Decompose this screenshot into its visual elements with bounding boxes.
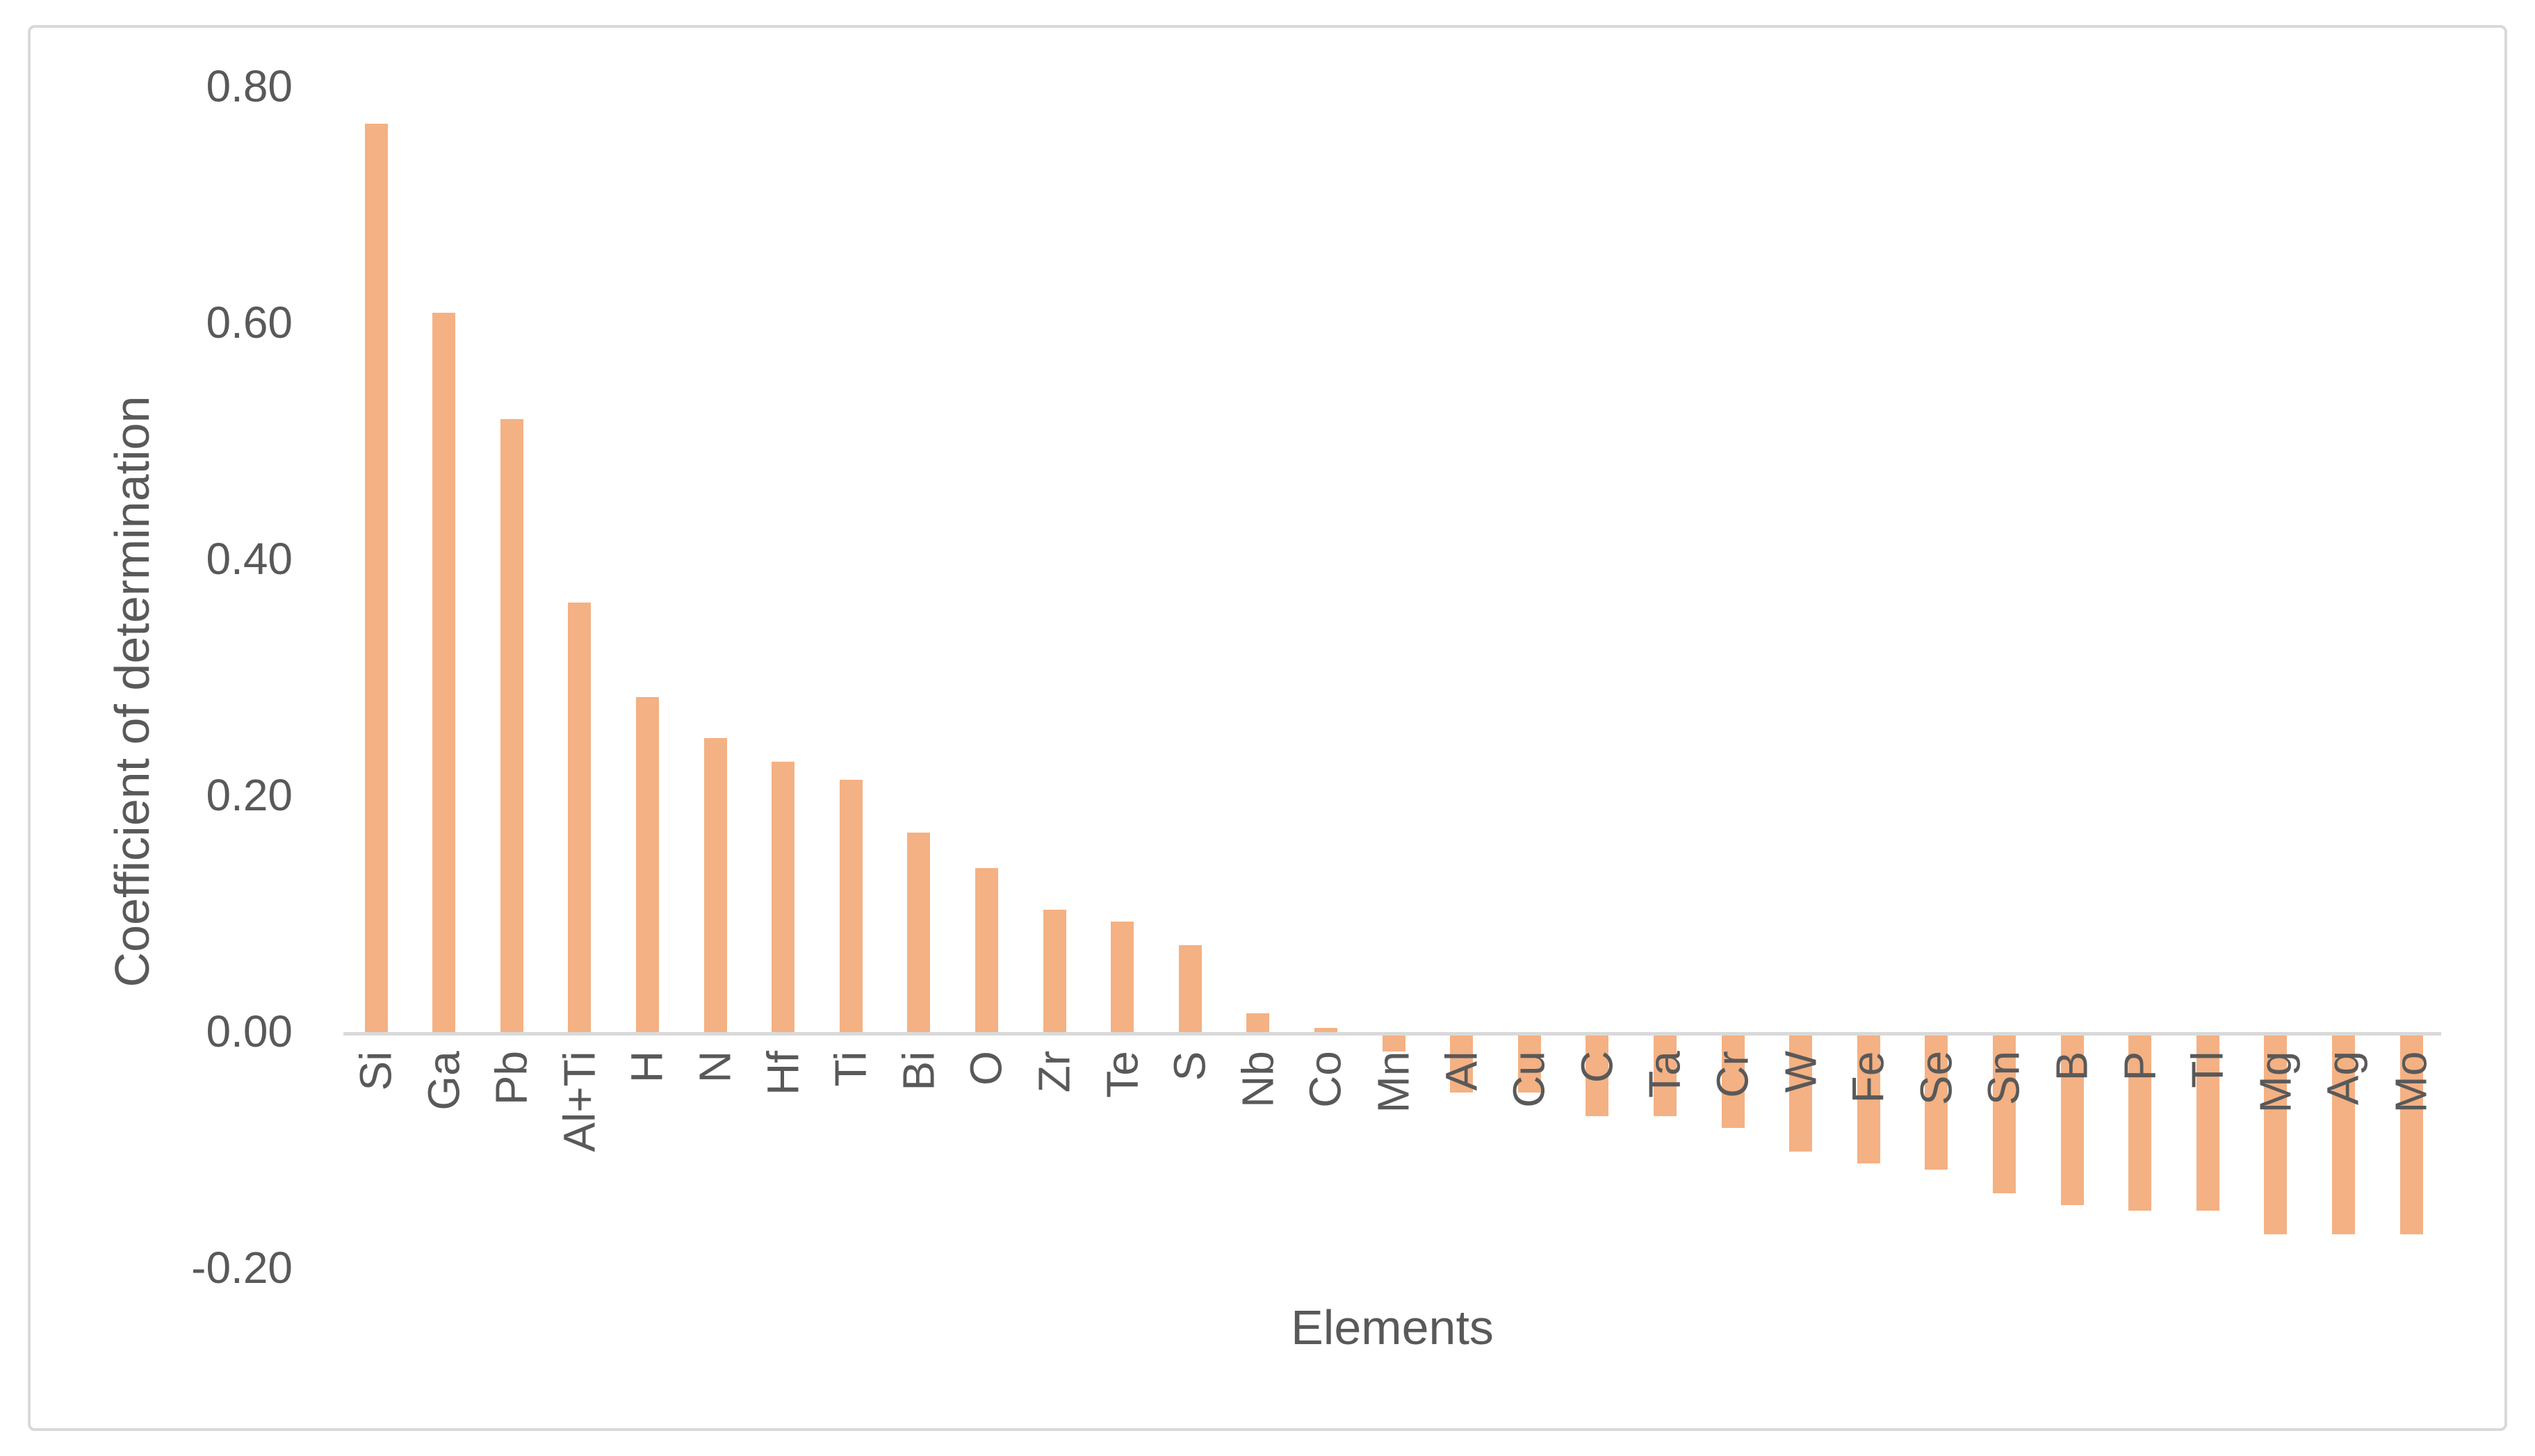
- bar-Ti: [839, 779, 863, 1033]
- x-tick-label-Ti: Ti: [825, 1051, 876, 1086]
- bar-Cu: [1517, 1033, 1541, 1093]
- bar-Cr: [1721, 1033, 1745, 1128]
- x-tick-label-Sn: Sn: [1978, 1050, 2029, 1106]
- bar-Mo: [2399, 1033, 2423, 1234]
- x-tick-label-Pb: Pb: [486, 1050, 537, 1106]
- bar-Nb: [1246, 1013, 1270, 1033]
- bar-S: [1178, 944, 1202, 1033]
- bar-P: [2128, 1033, 2152, 1211]
- bar-Zr: [1043, 909, 1066, 1033]
- x-tick-label-Co: Co: [1300, 1051, 1351, 1108]
- bar-Mg: [2264, 1033, 2288, 1234]
- x-tick-label-Fe: Fe: [1843, 1051, 1893, 1103]
- bar-Te: [1111, 921, 1134, 1033]
- x-tick-label-N: N: [690, 1050, 740, 1083]
- figure-border: [28, 25, 2507, 1431]
- y-tick-label: 0.00: [206, 1006, 293, 1057]
- bar-Mn: [1382, 1033, 1405, 1052]
- x-tick-label-Ga: Ga: [418, 1050, 468, 1111]
- x-tick-label-Nb: Nb: [1232, 1051, 1283, 1108]
- x-tick-label-Mn: Mn: [1368, 1051, 1419, 1113]
- y-tick-label: 0.60: [206, 297, 293, 348]
- x-tick-label-Mg: Mg: [2250, 1051, 2301, 1113]
- x-tick-label-Al+Ti: Al+Ti: [554, 1050, 605, 1152]
- x-tick-label-Mo: Mo: [2386, 1051, 2436, 1113]
- x-tick-label-P: P: [2114, 1051, 2165, 1081]
- bar-Fe: [1857, 1033, 1880, 1163]
- x-tick-label-W: W: [1775, 1050, 1825, 1093]
- x-tick-label-S: S: [1164, 1051, 1215, 1081]
- bar-Bi: [907, 833, 931, 1033]
- x-tick-label-Hf: Hf: [758, 1051, 808, 1095]
- bar-Ta: [1653, 1033, 1677, 1116]
- bar-H: [635, 696, 659, 1033]
- y-axis-title: Coefficient of determination: [105, 395, 159, 988]
- bar-Al+Ti: [568, 602, 592, 1033]
- x-axis-title: Elements: [1291, 1300, 1494, 1355]
- y-tick-label: 0.20: [206, 770, 293, 821]
- bar-N: [703, 738, 727, 1033]
- bar-Pb: [500, 419, 523, 1033]
- bar-Si: [364, 124, 388, 1033]
- bar-Ag: [2331, 1033, 2355, 1234]
- x-tick-label-Cr: Cr: [1707, 1051, 1758, 1098]
- x-tick-label-B: B: [2046, 1051, 2097, 1081]
- x-tick-label-Bi: Bi: [893, 1051, 944, 1090]
- x-tick-label-Ta: Ta: [1639, 1051, 1690, 1098]
- x-tick-label-Si: Si: [350, 1051, 401, 1090]
- x-tick-label-Se: Se: [1911, 1050, 1962, 1106]
- bar-B: [2060, 1033, 2084, 1205]
- x-tick-label-Tl: Tl: [2182, 1050, 2233, 1088]
- bar-Co: [1314, 1027, 1337, 1033]
- bar-Sn: [1992, 1033, 2016, 1193]
- x-tick-label-Zr: Zr: [1029, 1050, 1079, 1093]
- y-tick-label: 0.80: [206, 61, 293, 112]
- x-tick-label-H: H: [621, 1050, 672, 1083]
- x-tick-label-Te: Te: [1097, 1051, 1147, 1098]
- bar-W: [1789, 1033, 1813, 1152]
- x-tick-label-C: C: [1572, 1050, 1622, 1083]
- bar-Al: [1450, 1033, 1474, 1093]
- x-tick-label-Cu: Cu: [1503, 1051, 1554, 1108]
- bar-Hf: [772, 762, 795, 1033]
- zero-axis-line: [343, 1032, 2441, 1036]
- y-tick-label: -0.20: [191, 1243, 293, 1293]
- x-tick-label-Ag: Ag: [2317, 1050, 2368, 1106]
- y-tick-label: 0.40: [206, 534, 293, 584]
- x-tick-label-O: O: [961, 1051, 1011, 1086]
- bar-Tl: [2196, 1033, 2219, 1211]
- bar-C: [1586, 1033, 1609, 1116]
- bar-O: [975, 868, 998, 1033]
- bar-Ga: [432, 313, 456, 1033]
- x-tick-label-Al: Al: [1436, 1051, 1486, 1090]
- bar-Se: [1925, 1033, 1948, 1170]
